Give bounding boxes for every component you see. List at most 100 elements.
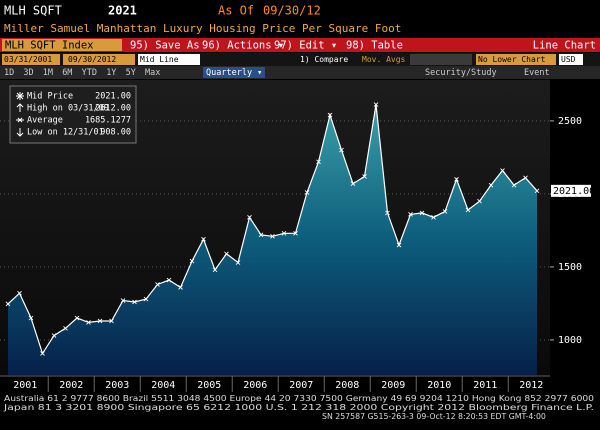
- data-point: [500, 168, 505, 173]
- range-button[interactable]: 3D: [23, 68, 33, 78]
- controls-row: [0, 66, 600, 79]
- data-point: [373, 102, 379, 107]
- currency-field[interactable]: [559, 54, 583, 65]
- x-tick-label: 2010: [427, 380, 451, 391]
- footer-line: Japan 81 3 3201 8900 Singapore 65 6212 1…: [3, 403, 594, 412]
- data-point: [339, 147, 344, 153]
- data-point: [201, 236, 206, 242]
- end-field[interactable]: [63, 54, 135, 65]
- toolbar: [0, 38, 600, 52]
- range-button[interactable]: 1M: [43, 68, 53, 78]
- lower-chart: No Lower Chart: [478, 55, 546, 64]
- data-point: [362, 174, 367, 179]
- data-point: [408, 212, 413, 217]
- period-field[interactable]: [203, 67, 265, 78]
- range-button[interactable]: 5Y: [126, 68, 136, 78]
- x-tick-label: 2011: [473, 380, 497, 391]
- start-field[interactable]: [2, 54, 60, 65]
- toolbar-button[interactable]: 97) Edit ▾: [274, 40, 337, 52]
- y-tick-label: 1500: [558, 262, 582, 273]
- currency: USD: [561, 55, 576, 64]
- toolbar-button[interactable]: 98) Table: [346, 40, 403, 52]
- data-point: [465, 207, 471, 213]
- data-point: [442, 209, 448, 214]
- data-point: [258, 232, 264, 238]
- footer-line: SN 257587 G515-263-3 09-Oct-12 8:20:53 E…: [322, 412, 546, 421]
- y-tick-label: 1000: [558, 335, 582, 346]
- range-button[interactable]: Max: [145, 68, 160, 78]
- data-point: [488, 182, 494, 188]
- legend-label: Low on 12/31/01: [27, 128, 104, 138]
- area-fill: [8, 104, 537, 375]
- lower-field[interactable]: [476, 54, 556, 65]
- toolbar-buttons: 95) Save As 96) Actions ▾97) Edit ▾ 98) Ta…: [130, 40, 403, 52]
- data-point: [155, 282, 160, 287]
- range-button[interactable]: YTD: [82, 68, 97, 78]
- data-point: [385, 210, 390, 216]
- data-point: [304, 190, 310, 195]
- data-point: [281, 231, 287, 236]
- data-point: [120, 298, 126, 303]
- y-tick-label: 2500: [558, 116, 582, 127]
- x-tick-label: 2005: [197, 380, 221, 391]
- data-point: [350, 181, 356, 187]
- last-value-box: [551, 184, 591, 197]
- data-point: [166, 277, 172, 283]
- data-point: [293, 231, 298, 236]
- data-point: [212, 267, 218, 273]
- last-value-label: 2021.00: [553, 186, 595, 197]
- legend-icon: [16, 103, 24, 112]
- ticker: MLH SQFT: [4, 4, 62, 18]
- line-mode: Mid Line: [140, 55, 179, 64]
- range-button[interactable]: 6M: [62, 68, 72, 78]
- y-axis-area: [550, 80, 600, 375]
- legend-label: Mid Price: [27, 92, 73, 102]
- data-point: [419, 210, 425, 216]
- legend-value: 2612.00: [95, 104, 131, 114]
- data-point: [40, 351, 45, 356]
- x-tick-label: 2008: [335, 380, 359, 391]
- data-point: [63, 325, 68, 331]
- legend-label: High on 03/31/09: [27, 104, 109, 114]
- data-point: [396, 242, 402, 248]
- field[interactable]: [410, 54, 472, 65]
- footer: Australia 61 2 9777 8600 Brazil 5511 304…: [3, 394, 594, 421]
- data-point: [109, 318, 114, 324]
- price: 2021: [108, 4, 137, 18]
- footer-line: Australia 61 2 9777 8600 Brazil 5511 304…: [4, 394, 594, 403]
- view[interactable]: Line Chart: [533, 40, 596, 52]
- legend-icon: [16, 128, 24, 137]
- compare[interactable]: 1) Compare: [300, 55, 348, 64]
- mov-avgs[interactable]: Mov. Avgs: [362, 55, 406, 64]
- data-point: [534, 188, 540, 194]
- legend-label: Average: [27, 116, 63, 126]
- x-tick-label: 2009: [381, 380, 405, 391]
- data-point: [235, 260, 241, 265]
- line-mode-field[interactable]: [138, 54, 200, 65]
- study[interactable]: Security/Study: [425, 68, 497, 78]
- data-point: [143, 296, 149, 302]
- as-of-date: 09/30/12: [263, 4, 321, 18]
- range-button[interactable]: 1Y: [106, 68, 116, 78]
- data-point: [5, 301, 11, 307]
- x-tick-label: 2001: [13, 380, 37, 391]
- data-point: [178, 285, 183, 290]
- data-point: [28, 315, 34, 321]
- x-tick-label: 2004: [151, 380, 175, 391]
- event[interactable]: Event: [524, 68, 550, 78]
- period: Quarterly ▾: [206, 68, 262, 78]
- toolbar-button[interactable]: 96) Actions ▾: [202, 40, 284, 52]
- security-field[interactable]: [2, 39, 122, 51]
- data-point: [86, 320, 91, 325]
- data-point: [431, 214, 436, 220]
- range-button[interactable]: 1D: [4, 68, 14, 78]
- x-tick-label: 2003: [105, 380, 129, 391]
- toolbar-button[interactable]: 95) Save As: [130, 40, 200, 52]
- data-point: [132, 299, 137, 305]
- data-point: [511, 182, 517, 188]
- x-tick-label: 2012: [519, 380, 543, 391]
